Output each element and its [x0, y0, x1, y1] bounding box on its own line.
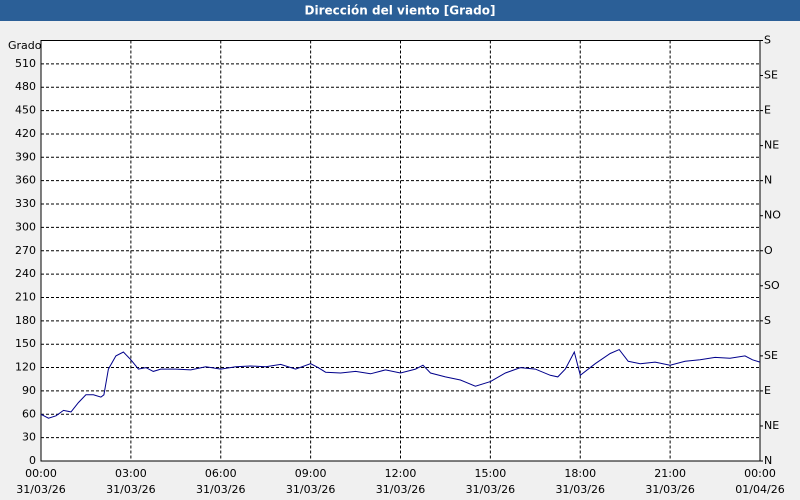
- chart-title: Dirección del viento [Grado]: [305, 4, 496, 18]
- y-tick-label: 390: [15, 150, 36, 163]
- x-tick-date: 31/03/26: [376, 483, 425, 496]
- data-line: [40, 348, 761, 419]
- x-tick-date: 31/03/26: [106, 483, 155, 496]
- y-tick-label: 270: [15, 244, 36, 257]
- y2-tick-label: S: [764, 314, 771, 327]
- y2-tick-label: S: [764, 34, 771, 47]
- x-tick-date: 31/03/26: [196, 483, 245, 496]
- x-tick-label: 21:00: [654, 467, 686, 480]
- y-tick-label: 30: [22, 431, 36, 444]
- y-tick-label: 360: [15, 174, 36, 187]
- y2-tick-label: SE: [764, 349, 778, 362]
- x-tick-label: 15:00: [475, 467, 507, 480]
- x-tick-label: 18:00: [564, 467, 596, 480]
- y-tick-label: 0: [29, 454, 36, 467]
- y2-tick-label: E: [764, 384, 771, 397]
- y2-tick-label: SO: [764, 279, 780, 292]
- y-tick-label: 240: [15, 267, 36, 280]
- x-tick-date: 31/03/26: [466, 483, 515, 496]
- y2-tick-label: SE: [764, 69, 778, 82]
- y2-tick-label: N: [764, 174, 772, 187]
- y-tick-label: 90: [22, 384, 36, 397]
- y-tick-label: 210: [15, 290, 36, 303]
- y2-tick-label: O: [764, 244, 773, 257]
- y-tick-label: 420: [15, 127, 36, 140]
- y2-tick-label: NE: [764, 419, 779, 432]
- x-tick-label: 09:00: [295, 467, 327, 480]
- y-tick-label: 180: [15, 314, 36, 327]
- x-tick-label: 00:00: [25, 467, 57, 480]
- y-tick-label: 330: [15, 197, 36, 210]
- x-tick-label: 12:00: [385, 467, 417, 480]
- x-tick-date: 31/03/26: [286, 483, 335, 496]
- plot-border: [40, 40, 761, 462]
- y-tick-label: 150: [15, 337, 36, 350]
- y-tick-label: 510: [15, 57, 36, 70]
- y-tick-label: 120: [15, 361, 36, 374]
- x-tick-label: 03:00: [115, 467, 147, 480]
- x-tick-label: 06:00: [205, 467, 237, 480]
- y2-tick-label: NE: [764, 139, 779, 152]
- y2-tick-label: E: [764, 104, 771, 117]
- x-tick-date: 31/03/26: [16, 483, 65, 496]
- y-axis-label: Grado: [8, 39, 42, 52]
- y-tick-label: 60: [22, 407, 36, 420]
- y2-tick-label: NO: [764, 209, 781, 222]
- y-tick-label: 480: [15, 80, 36, 93]
- title-bar: [0, 0, 800, 21]
- y-tick-label: 300: [15, 220, 36, 233]
- y2-tick-label: N: [764, 454, 772, 467]
- x-tick-date: 01/04/26: [735, 483, 784, 496]
- x-tick-date: 31/03/26: [645, 483, 694, 496]
- y-tick-label: 450: [15, 104, 36, 117]
- x-tick-label: 00:00: [744, 467, 776, 480]
- x-tick-date: 31/03/26: [556, 483, 605, 496]
